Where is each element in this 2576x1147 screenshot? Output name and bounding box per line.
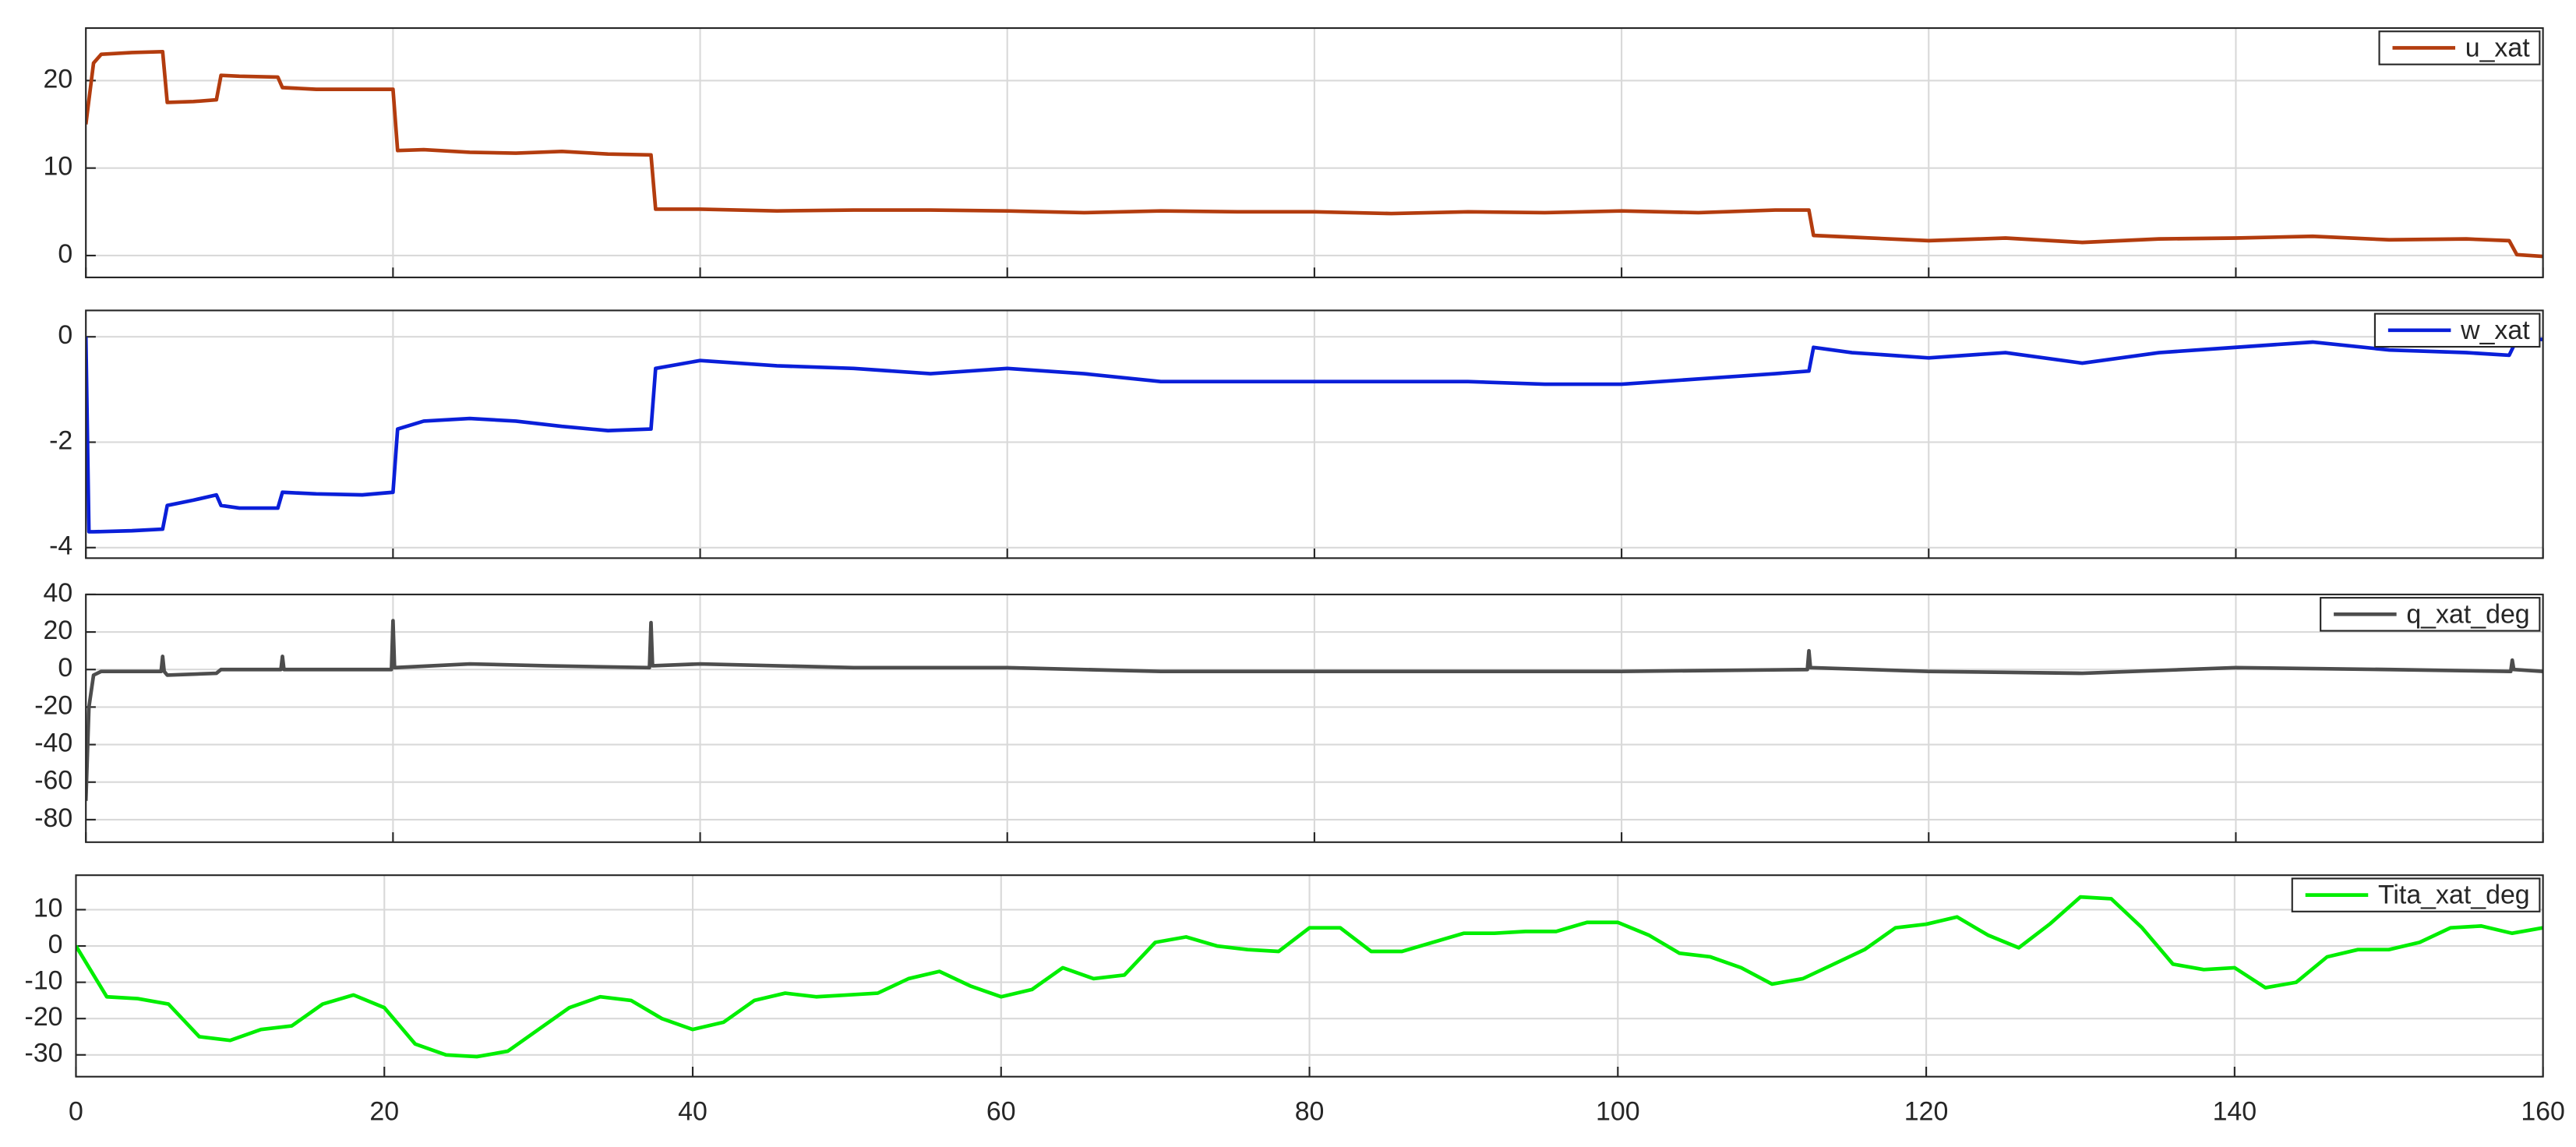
legend-label: q_xat_deg [2406, 599, 2529, 629]
y-tick-label: -60 [34, 766, 72, 796]
legend: Tita_xat_deg [2291, 877, 2541, 912]
legend-label: u_xat [2465, 34, 2530, 63]
legend-label: Tita_xat_deg [2378, 881, 2530, 910]
subplot: -4 -2 0 w_xat [49, 309, 2544, 561]
x-tick-label: 60 [986, 1096, 1016, 1126]
y-tick-label: -80 [34, 803, 72, 833]
y-tick-label: -30 [25, 1039, 63, 1068]
y-tick-label: -20 [25, 1002, 63, 1032]
x-tick-label: 140 [2213, 1096, 2257, 1126]
y-tick-label: 0 [58, 320, 72, 350]
legend: q_xat_deg [2320, 597, 2541, 632]
x-tick-label: 160 [2521, 1096, 2565, 1126]
y-tick-label: -20 [34, 690, 72, 720]
x-tick-label: 40 [678, 1096, 708, 1126]
y-tick-label: 0 [58, 239, 72, 269]
x-tick-label: 0 [69, 1096, 83, 1126]
legend-label: w_xat [2460, 316, 2530, 345]
y-tick-label: 40 [44, 578, 73, 608]
x-tick-label: 100 [1596, 1096, 1640, 1126]
y-tick-label: 20 [44, 616, 73, 645]
series-line [86, 337, 2543, 534]
x-tick-label: 20 [369, 1096, 399, 1126]
axes-box [85, 26, 2544, 279]
y-tick-label: 20 [44, 64, 73, 94]
y-tick-label: -4 [49, 531, 72, 561]
x-tick-label: 80 [1295, 1096, 1325, 1126]
axes-box [85, 593, 2544, 843]
legend: w_xat [2373, 312, 2541, 348]
y-tick-label: 0 [58, 653, 72, 683]
subplot: 0 20 40 60 80 100 120 140 160 -30 -20 -10 0 10 Tita_xa… [25, 874, 2565, 1126]
y-tick-label: 10 [34, 893, 63, 923]
series-line [76, 895, 2543, 1059]
x-tick-label: 120 [1904, 1096, 1949, 1126]
axes-box [75, 874, 2544, 1078]
series-line [86, 50, 2543, 259]
y-tick-label: -2 [49, 425, 72, 455]
subplot: 0 10 20 u_xat [44, 26, 2544, 279]
y-tick-label: 10 [44, 152, 73, 182]
y-tick-label: 0 [48, 930, 63, 959]
y-tick-label: -40 [34, 729, 72, 758]
legend: u_xat [2378, 30, 2541, 65]
axes-box [85, 309, 2544, 559]
y-tick-label: -10 [25, 966, 63, 996]
subplot: 40 20 0 -20 -40 -60 -80 q_xat_deg [34, 578, 2544, 843]
series-line [86, 619, 2543, 801]
